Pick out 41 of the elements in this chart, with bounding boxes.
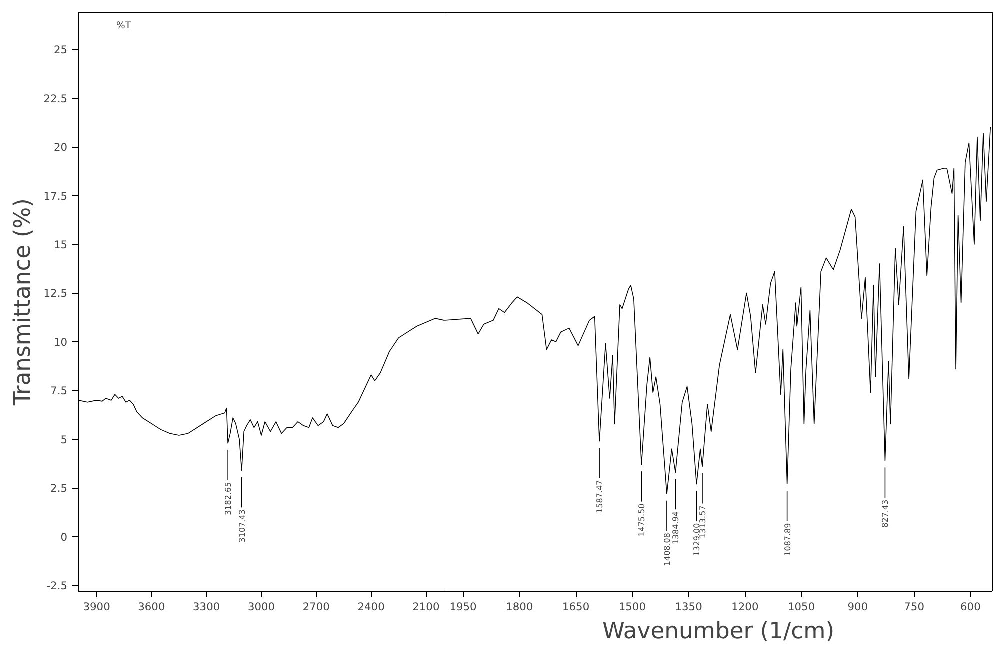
x-tick-label: 600 [960, 600, 982, 614]
x-tick-label: 1650 [562, 600, 590, 614]
y-tick-label: 2.5 [50, 482, 68, 496]
x-tick-label: 3600 [138, 600, 166, 614]
y-axis-title: Transmittance (%) [10, 198, 36, 407]
y-tick-label: 15 [54, 238, 68, 252]
x-axis-title: Wavenumber (1/cm) [602, 618, 835, 644]
x-tick-label: 3000 [248, 600, 276, 614]
x-tick-label: 2700 [302, 600, 330, 614]
annotation: 3107.43 [238, 510, 247, 543]
x-tick-label: 750 [904, 600, 925, 614]
y-tick-label: 22.5 [44, 92, 68, 106]
y-tick-label: 0 [60, 530, 68, 544]
x-tick-label: 1500 [618, 600, 646, 614]
y-tick-label: 7.5 [50, 384, 68, 398]
x-tick-label: 1200 [732, 600, 759, 614]
y-tick-label: 20 [54, 141, 68, 154]
annotation: 1587.47 [596, 480, 605, 514]
annotation: 1087.89 [783, 523, 792, 556]
annotation: %T [116, 20, 132, 32]
y-tick-label: 25 [54, 44, 68, 57]
x-tick-label: 1950 [450, 600, 478, 614]
x-tick-label: 3300 [193, 600, 220, 614]
x-tick-label: 1050 [788, 600, 816, 614]
x-tick-label: 2400 [358, 600, 386, 614]
x-tick-label: 3900 [83, 600, 111, 614]
annotation: 3182.65 [224, 482, 234, 516]
x-tick-label: 1800 [506, 600, 534, 614]
y-tick-label: 10 [54, 336, 68, 349]
y-tick-label: 5 [60, 433, 68, 446]
annotation: 827.43 [881, 500, 890, 528]
y-tick-label: -2.5 [46, 580, 68, 593]
x-tick-label: 900 [848, 600, 868, 614]
y-tick-label: 17.5 [44, 190, 68, 203]
annotation: 1408.08 [662, 533, 672, 566]
annotation: 1313.57 [698, 506, 708, 539]
annotation: 1475.50 [638, 504, 647, 537]
annotation: 1384.94 [672, 512, 681, 545]
x-tick-label: 2100 [412, 600, 440, 614]
x-tick-label: 1350 [675, 600, 703, 614]
y-tick-label: 12.5 [44, 287, 68, 300]
